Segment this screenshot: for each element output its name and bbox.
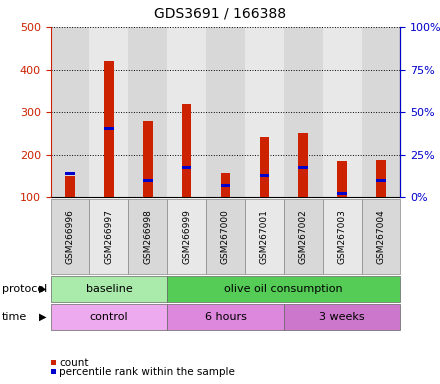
Bar xyxy=(362,27,400,197)
Text: GSM267001: GSM267001 xyxy=(260,209,269,264)
Text: 3 weeks: 3 weeks xyxy=(319,312,365,322)
Bar xyxy=(245,27,284,197)
Bar xyxy=(337,192,347,195)
Bar xyxy=(89,27,128,197)
Text: percentile rank within the sample: percentile rank within the sample xyxy=(59,367,235,377)
Text: baseline: baseline xyxy=(85,284,132,294)
Bar xyxy=(376,160,386,197)
Text: GSM267002: GSM267002 xyxy=(299,209,308,264)
Text: GSM267004: GSM267004 xyxy=(377,209,385,264)
Bar xyxy=(51,27,89,197)
Text: GSM266998: GSM266998 xyxy=(143,209,152,264)
Bar xyxy=(323,27,362,197)
Bar xyxy=(182,166,191,169)
Text: 6 hours: 6 hours xyxy=(205,312,246,322)
Bar xyxy=(128,27,167,197)
Bar xyxy=(65,172,75,175)
Text: ▶: ▶ xyxy=(39,284,46,294)
Bar xyxy=(260,174,269,177)
Text: GSM266996: GSM266996 xyxy=(66,209,74,264)
Text: control: control xyxy=(90,312,128,322)
Bar xyxy=(220,173,231,197)
Bar xyxy=(104,61,114,197)
Text: GDS3691 / 166388: GDS3691 / 166388 xyxy=(154,7,286,20)
Bar xyxy=(220,184,231,187)
Text: ▶: ▶ xyxy=(39,312,46,322)
Bar xyxy=(376,179,386,182)
Text: time: time xyxy=(2,312,27,322)
Bar xyxy=(167,27,206,197)
Bar xyxy=(143,121,153,197)
Bar xyxy=(206,27,245,197)
Text: GSM267003: GSM267003 xyxy=(337,209,347,264)
Bar xyxy=(298,166,308,169)
Bar xyxy=(143,179,153,182)
Text: protocol: protocol xyxy=(2,284,48,294)
Bar xyxy=(104,127,114,130)
Bar xyxy=(298,134,308,197)
Bar xyxy=(337,161,347,197)
Text: olive oil consumption: olive oil consumption xyxy=(224,284,343,294)
Text: GSM267000: GSM267000 xyxy=(221,209,230,264)
Text: count: count xyxy=(59,358,89,367)
Text: GSM266999: GSM266999 xyxy=(182,209,191,264)
Bar xyxy=(284,27,323,197)
Bar xyxy=(65,176,75,197)
Bar xyxy=(260,137,269,197)
Text: GSM266997: GSM266997 xyxy=(104,209,114,264)
Bar xyxy=(182,104,191,197)
